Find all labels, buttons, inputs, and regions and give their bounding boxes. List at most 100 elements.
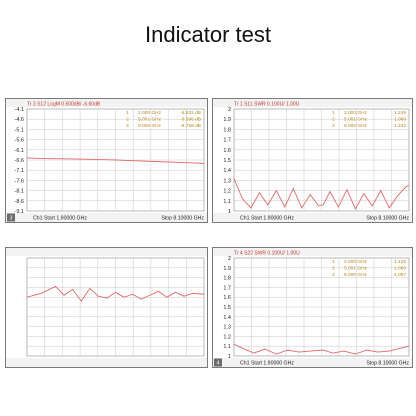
series-point: [132, 293, 134, 295]
marker-id: 3: [332, 272, 335, 278]
series-point: [129, 160, 131, 162]
series-point: [233, 177, 235, 179]
series-point: [72, 158, 74, 160]
panel-footer-bar: [6, 358, 207, 367]
y-tick-label: -8.6: [15, 199, 24, 205]
series-point: [250, 207, 252, 209]
y-tick-label: -7.1: [15, 168, 24, 174]
series-point: [371, 205, 373, 207]
panel-header-text: Tr 4 S22 SWR 0.100U/ 1.00U: [234, 251, 300, 257]
series-point: [242, 347, 243, 349]
y-tick-label: 1.1: [223, 344, 231, 350]
y-tick-label: -5.1: [15, 127, 24, 133]
y-tick-label: 1.6: [223, 295, 231, 301]
series-point: [408, 345, 410, 347]
series-point: [309, 350, 311, 352]
series-point: [63, 294, 65, 296]
panel-header-bar: [213, 248, 412, 256]
panel-header-bar: [213, 99, 412, 107]
series-point: [97, 295, 99, 297]
y-tick-label: 1.9: [223, 117, 231, 123]
series-point: [354, 353, 356, 355]
panel-number: 3: [9, 216, 12, 222]
marker-value: -6.596 dB: [180, 117, 201, 123]
panel-header-text: Tr 1 S11 SWR 0.100U/ 1.00U: [234, 102, 300, 108]
series-point: [259, 192, 260, 194]
series-point: [116, 159, 118, 161]
marker-value: -6.531 dB: [180, 110, 201, 116]
series-point: [363, 193, 365, 195]
series-point: [100, 159, 102, 160]
series-point: [275, 353, 277, 355]
series-point: [318, 205, 320, 207]
marker-frequency: 5.061 GHz: [344, 266, 368, 272]
footer-stop-frequency: Stop 8.10000 GHz: [366, 216, 409, 222]
series-point: [343, 350, 345, 352]
series-point: [267, 204, 269, 206]
marker-frequency: 5.061 GHz: [344, 117, 368, 123]
footer-start-frequency: Ch1 Start 1.90000 GHz: [33, 216, 87, 222]
series-point: [157, 290, 159, 292]
series-point: [366, 349, 368, 351]
footer-start-frequency: Ch1 Start 1.90000 GHz: [240, 361, 294, 367]
series-point: [80, 300, 82, 302]
chart-panel-s11: Tr 1 S11 SWR 0.100U/ 1.00U21.91.81.71.61…: [212, 98, 413, 223]
y-tick-label: 1.8: [223, 127, 231, 133]
marker-frequency: 8.000 GHz: [344, 123, 368, 129]
y-tick-label: -9.1: [15, 209, 24, 215]
marker-frequency: 2.000 GHz: [344, 110, 368, 116]
footer-start-frequency: Ch1 Start 1.90000 GHz: [240, 216, 294, 222]
marker-frequency: 5.061 GHz: [138, 117, 162, 123]
series-point: [123, 296, 125, 298]
series-point: [400, 347, 401, 349]
series-point: [236, 185, 238, 186]
series-point: [72, 288, 74, 290]
marker-value: 1.242: [394, 123, 406, 129]
series-point: [329, 191, 331, 193]
series-point: [89, 287, 91, 289]
series-point: [397, 195, 399, 197]
series-point: [275, 190, 277, 191]
y-tick-label: 1: [228, 209, 231, 215]
y-tick-label: 1.1: [223, 199, 231, 205]
series-point: [322, 204, 324, 206]
series-point: [388, 207, 390, 209]
panel-footer-bar: [6, 213, 207, 222]
series-point: [43, 158, 45, 159]
y-tick-label: 1.8: [223, 276, 231, 282]
y-tick-label: 2: [228, 256, 231, 262]
marker-id: 1: [332, 110, 335, 116]
panel-number-box: [214, 358, 222, 367]
marker-value: 1.097: [394, 272, 406, 278]
panel-number: 4: [216, 361, 219, 367]
series-point: [200, 162, 202, 164]
series-point: [175, 291, 176, 293]
marker-value: 1.129: [394, 259, 406, 265]
series-point: [140, 298, 142, 300]
series-point: [322, 349, 324, 351]
series-point: [186, 162, 188, 164]
series-point: [332, 352, 334, 354]
series-point: [292, 188, 294, 189]
series-point: [26, 157, 28, 159]
panel-header-text: Tr 3 S12 LogM 0.500dB/ -6.60dB: [27, 102, 101, 108]
marker-frequency: 2.000 GHz: [344, 259, 368, 265]
panel-footer-bar: [213, 213, 412, 222]
y-tick-label: 1.4: [223, 315, 231, 321]
marker-id: 1: [126, 110, 129, 116]
series-point: [388, 350, 390, 352]
marker-value: 1.060: [394, 266, 406, 272]
marker-value: -6.759 dB: [180, 123, 201, 129]
series-point: [115, 291, 116, 293]
series-point: [301, 207, 303, 209]
y-tick-label: 1.5: [223, 305, 231, 311]
series-point: [40, 292, 42, 294]
y-tick-label: 1.7: [223, 138, 231, 144]
series-point: [149, 294, 151, 296]
series-point: [55, 286, 56, 287]
series-point: [157, 161, 159, 163]
footer-stop-frequency: Stop 8.10000 GHz: [161, 216, 204, 222]
series-point: [203, 163, 205, 164]
series-point: [284, 206, 286, 208]
y-tick-label: -6.1: [15, 148, 24, 154]
